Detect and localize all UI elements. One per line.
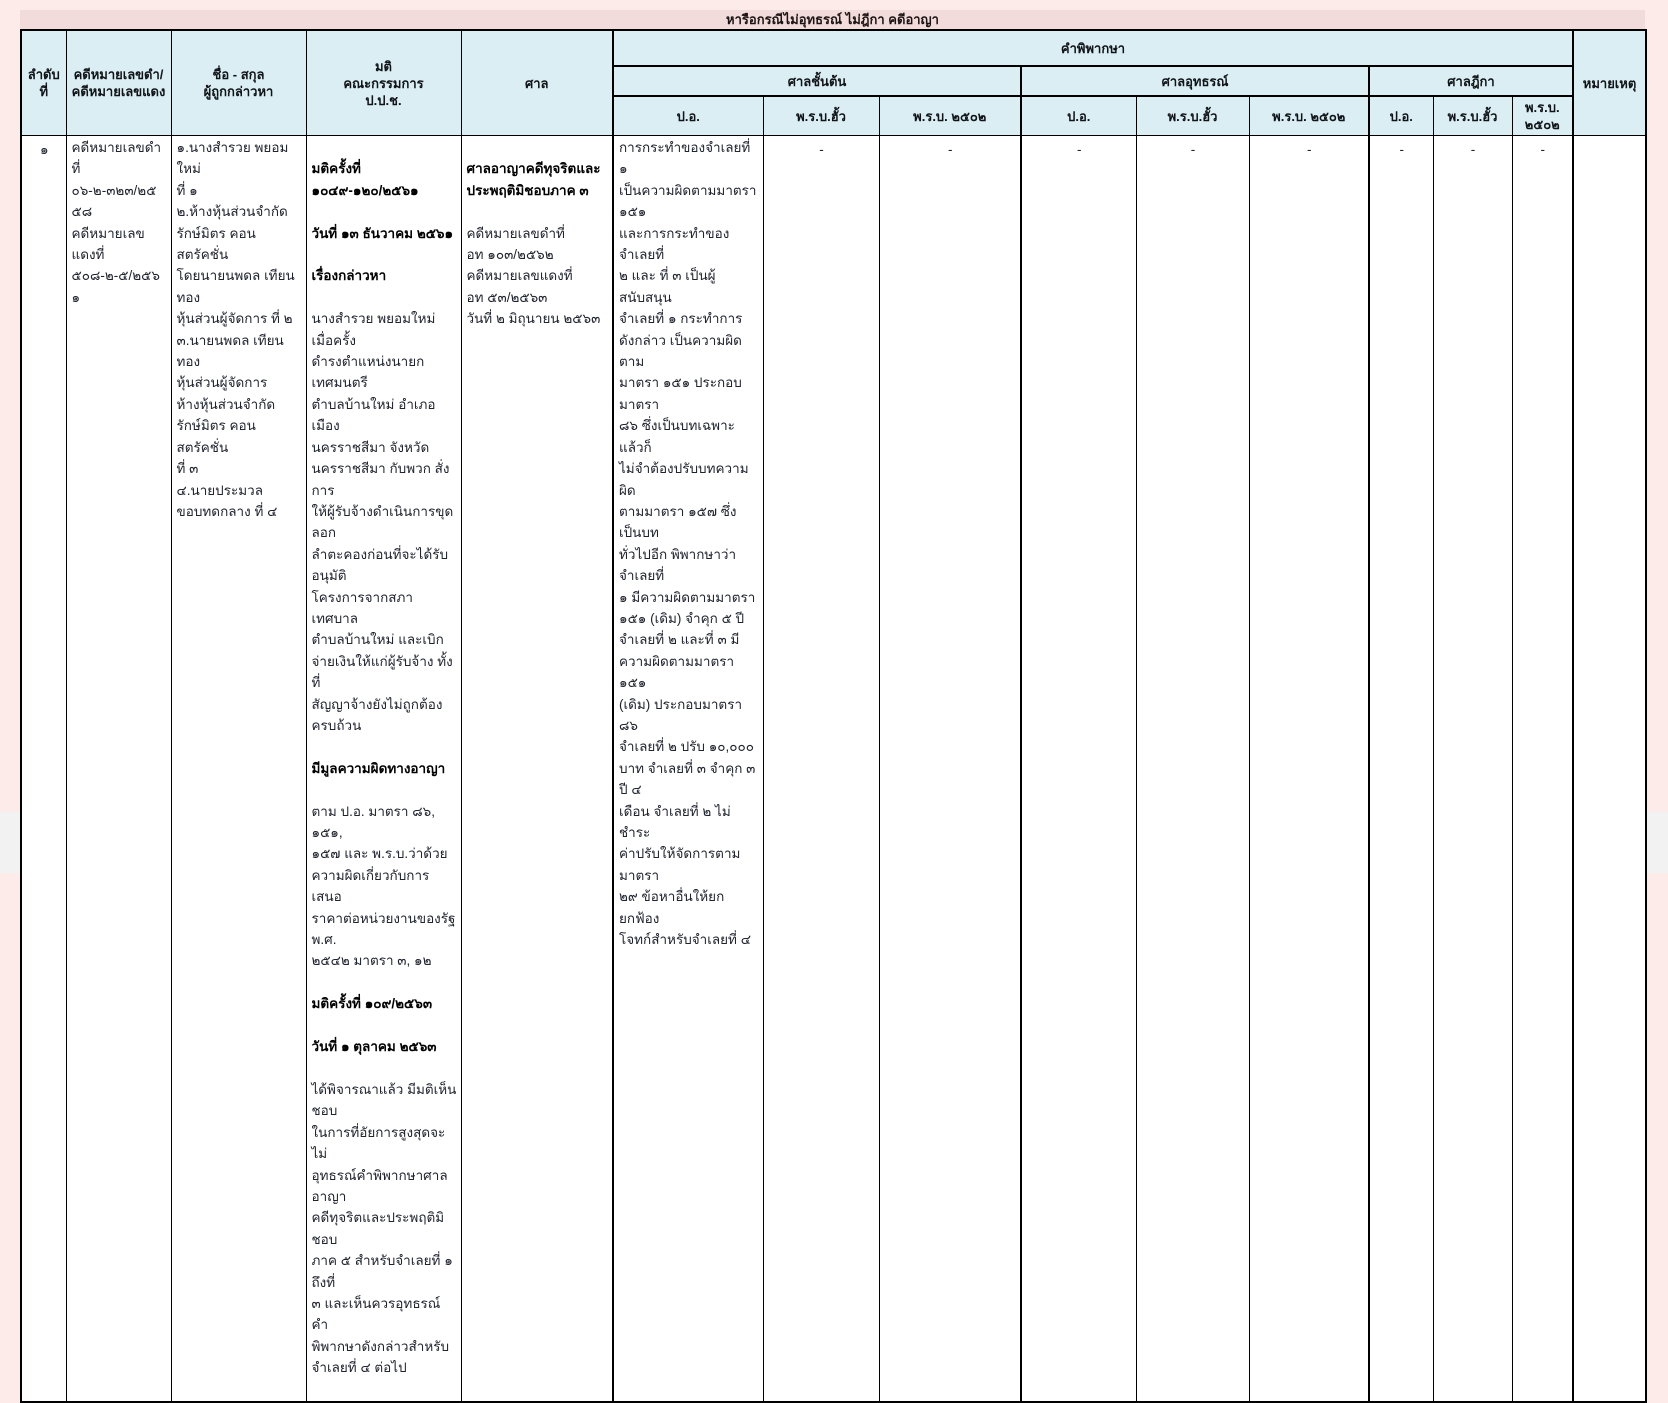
header-first-po: ป.อ. — [612, 95, 764, 136]
header-supreme-po: ป.อ. — [1368, 95, 1434, 136]
resolution-subject-label: เรื่องกล่าวหา — [311, 268, 387, 284]
cell-appeal-po: - — [1020, 134, 1137, 1403]
header-supreme-act2502: พ.ร.บ. ๒๕๐๒ — [1511, 95, 1574, 136]
resolution-offense-body: ตาม ป.อ. มาตรา ๘๖, ๑๕๑, ๑๕๗ และ พ.ร.บ.ว่… — [311, 803, 456, 969]
header-no: ลำดับ ที่ — [20, 29, 67, 136]
header-first-hua: พ.ร.บ.ฮั้ว — [762, 95, 880, 136]
cell-first-instance-hua: - — [762, 134, 880, 1403]
cell-nacc-resolution: มติครั้งที่ ๑๐๔๙-๑๒๐/๒๕๖๑ วันที่ ๑๓ ธันว… — [305, 134, 462, 1403]
resolution-decision: ได้พิจารณาแล้ว มีมติเห็นชอบ ในการที่อัยก… — [311, 1081, 457, 1376]
header-appeal-act2502: พ.ร.บ. ๒๕๐๒ — [1248, 95, 1370, 136]
header-court-supreme: ศาลฎีกา — [1367, 65, 1574, 97]
resolution-allegation: นางสำรวย พยอมใหม่ เมื่อครั้ง ดำรงตำแหน่ง… — [311, 311, 454, 733]
cell-supreme-hua: - — [1432, 134, 1513, 1403]
header-court-appeal: ศาลอุทธรณ์ — [1020, 65, 1370, 97]
cell-notes — [1572, 134, 1647, 1403]
header-court: ศาล — [460, 29, 614, 136]
header-first-act2502: พ.ร.บ. ๒๕๐๒ — [878, 95, 1022, 136]
court-case-details: คดีหมายเลขดำที่ อท ๑๐๓/๒๕๖๒ คดีหมายเลขแด… — [466, 225, 601, 327]
resolution-meeting1-date: วันที่ ๑๓ ธันวาคม ๒๕๖๑ — [311, 225, 454, 241]
header-case-numbers: คดีหมายเลขดำ/ คดีหมายเลขแดง — [65, 29, 172, 136]
table-row: ๑ คดีหมายเลขดำที่ ๐๖-๒-๓๒๓/๒๕๕๘ คดีหมายเ… — [20, 134, 1647, 1403]
cell-court: ศาลอาญาคดีทุจริตและ ประพฤติมิชอบภาค ๓ คด… — [460, 134, 614, 1403]
header-court-first-instance: ศาลชั้นต้น — [612, 65, 1022, 97]
header-nacc-resolution: มติ คณะกรรมการ ป.ป.ช. — [305, 29, 462, 136]
header-appeal-hua: พ.ร.บ.ฮั้ว — [1135, 95, 1250, 136]
resolution-offense-label: มีมูลความผิดทางอาญา — [311, 760, 446, 776]
cell-case-numbers: คดีหมายเลขดำที่ ๐๖-๒-๓๒๓/๒๕๕๘ คดีหมายเลข… — [65, 134, 172, 1403]
resolution-meeting2-date: วันที่ ๑ ตุลาคม ๒๕๖๓ — [311, 1039, 437, 1055]
cell-appeal-act2502: - — [1248, 134, 1370, 1403]
page-title: หารือกรณีไม่อุทธรณ์ ไม่ฎีกา คดีอาญา — [20, 10, 1645, 29]
cell-row-number: ๑ — [20, 134, 67, 1403]
cell-supreme-po: - — [1368, 134, 1434, 1403]
resolution-meeting2: มติครั้งที่ ๑๐๙/๒๕๖๓ — [311, 996, 433, 1012]
cell-accused-names: ๑.นางสำรวย พยอมใหม่ ที่ ๑ ๒.ห้างหุ้นส่วน… — [170, 134, 307, 1403]
header-judgment: คำพิพากษา — [611, 29, 1574, 67]
cases-table: ลำดับ ที่ คดีหมายเลขดำ/ คดีหมายเลขแดง ชื… — [20, 29, 1648, 1403]
header-appeal-po: ป.อ. — [1020, 95, 1137, 136]
cell-first-instance-act2502: - — [878, 134, 1022, 1403]
header-supreme-hua: พ.ร.บ.ฮั้ว — [1432, 95, 1513, 136]
cell-first-instance-po: การกระทำของจำเลยที่ ๑ เป็นความผิดตามมาตร… — [612, 134, 764, 1403]
cell-supreme-act2502: - — [1511, 134, 1574, 1403]
header-accused: ชื่อ - สกุล ผู้ถูกกล่าวหา — [170, 29, 307, 136]
court-name: ศาลอาญาคดีทุจริตและ ประพฤติมิชอบภาค ๓ — [466, 161, 601, 198]
cell-appeal-hua: - — [1135, 134, 1250, 1403]
resolution-meeting1: มติครั้งที่ ๑๐๔๙-๑๒๐/๒๕๖๑ — [311, 161, 419, 198]
header-notes: หมายเหตุ — [1572, 29, 1647, 136]
